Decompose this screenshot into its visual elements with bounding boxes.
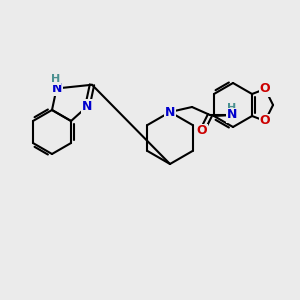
Text: O: O	[260, 82, 270, 95]
Text: H: H	[51, 74, 60, 85]
Text: H: H	[227, 103, 237, 113]
Text: N: N	[227, 109, 237, 122]
Text: O: O	[197, 124, 207, 137]
Text: N: N	[82, 100, 93, 113]
Text: N: N	[51, 82, 62, 95]
Text: O: O	[260, 115, 270, 128]
Text: N: N	[165, 106, 175, 118]
